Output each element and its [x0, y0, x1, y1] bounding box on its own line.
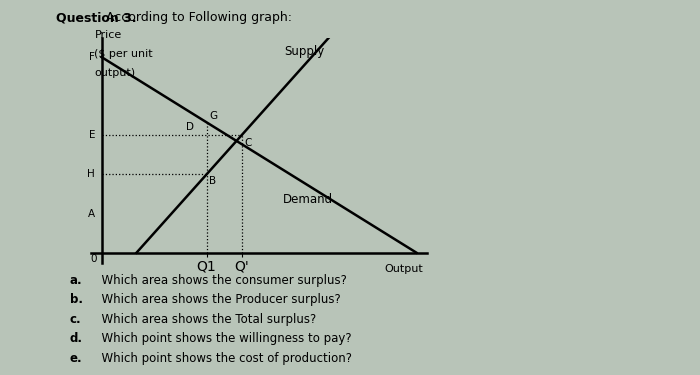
Text: G: G — [209, 111, 218, 121]
Text: e.: e. — [70, 352, 83, 365]
Text: Output: Output — [385, 264, 424, 274]
Text: Price: Price — [94, 30, 122, 40]
Text: F: F — [90, 52, 95, 62]
Text: a.: a. — [70, 274, 83, 287]
Text: C: C — [244, 138, 252, 148]
Text: D: D — [186, 122, 195, 132]
Text: According to Following graph:: According to Following graph: — [102, 11, 291, 24]
Text: B: B — [209, 176, 216, 186]
Text: Which area shows the Producer surplus?: Which area shows the Producer surplus? — [94, 293, 342, 306]
Text: A: A — [88, 209, 95, 219]
Text: E: E — [89, 130, 95, 140]
Text: H: H — [88, 170, 95, 180]
Text: Which area shows the Total surplus?: Which area shows the Total surplus? — [94, 313, 316, 326]
Text: 0: 0 — [91, 254, 97, 264]
Text: b.: b. — [70, 293, 83, 306]
Text: Which point shows the willingness to pay?: Which point shows the willingness to pay… — [94, 332, 352, 345]
Text: Supply: Supply — [284, 45, 325, 58]
Text: Which area shows the consumer surplus?: Which area shows the consumer surplus? — [94, 274, 347, 287]
Text: Question 3.: Question 3. — [56, 11, 136, 24]
Text: ($ per unit: ($ per unit — [94, 49, 153, 59]
Text: output): output) — [94, 68, 136, 78]
Text: Demand: Demand — [283, 193, 333, 206]
Text: c.: c. — [70, 313, 82, 326]
Text: Which point shows the cost of production?: Which point shows the cost of production… — [94, 352, 353, 365]
Text: d.: d. — [70, 332, 83, 345]
